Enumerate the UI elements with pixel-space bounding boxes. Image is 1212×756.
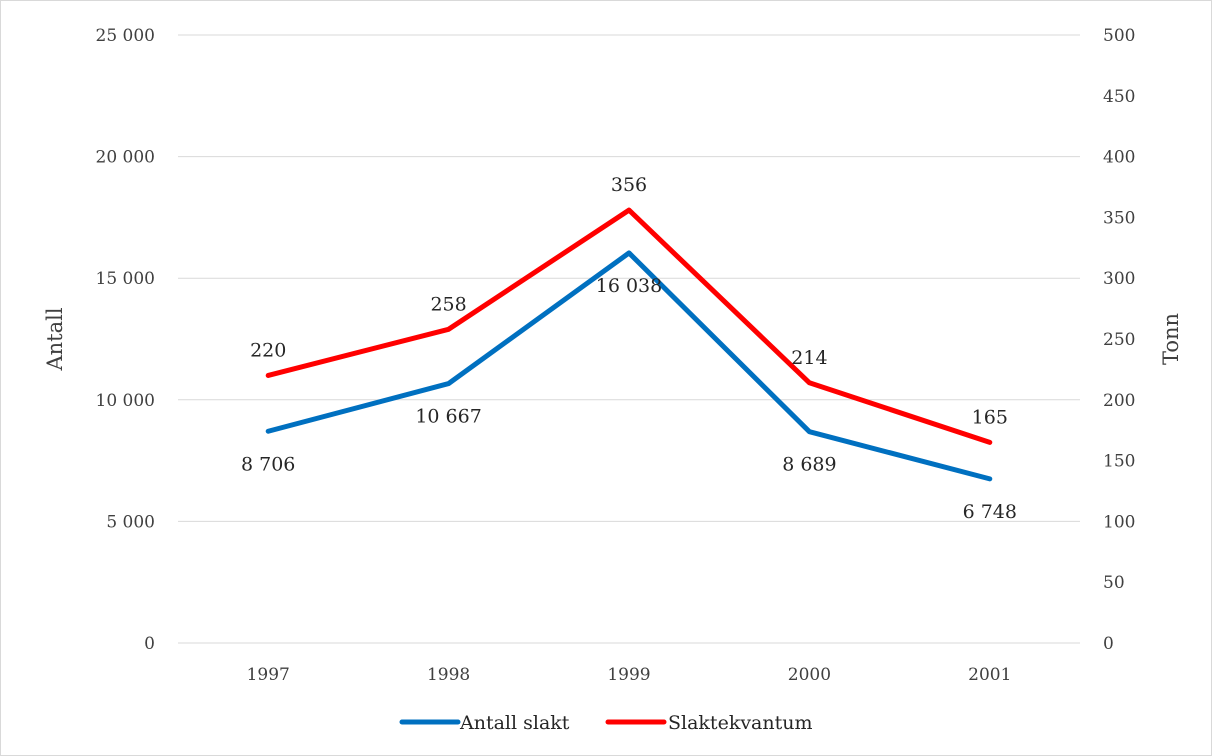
data-label: 214 [791, 347, 827, 369]
x-tick-label: 1997 [247, 665, 290, 685]
series-lines [265, 207, 993, 482]
x-tick-label: 2001 [968, 665, 1011, 685]
right-axis-ticks: 0 50 100 150 200 250 300 350 400 450 500 [1103, 26, 1135, 654]
data-label: 6 748 [963, 501, 1017, 523]
data-labels: 8 706 10 667 16 038 8 689 6 748 220 258 356 214 1… [241, 174, 1017, 523]
right-tick-label: 400 [1103, 148, 1135, 168]
left-tick-label: 0 [144, 634, 155, 654]
right-tick-label: 150 [1103, 452, 1135, 472]
right-tick-label: 50 [1103, 573, 1125, 593]
left-tick-label: 10 000 [96, 391, 155, 411]
legend-label-slaktekvantum: Slaktekvantum [668, 712, 813, 734]
right-tick-label: 350 [1103, 208, 1135, 228]
series-line-slaktekvantum [265, 207, 993, 445]
right-tick-label: 200 [1103, 391, 1135, 411]
left-axis-ticks: 0 5 000 10 000 15 000 20 000 25 000 [96, 26, 155, 654]
right-tick-label: 100 [1103, 512, 1135, 532]
data-label: 16 038 [596, 275, 662, 297]
x-tick-label: 1999 [607, 665, 650, 685]
data-label: 220 [250, 339, 286, 361]
right-tick-label: 500 [1103, 26, 1135, 46]
legend-label-antall-slakt: Antall slakt [459, 712, 570, 734]
x-axis-ticks: 1997 1998 1999 2000 2001 [247, 665, 1012, 685]
legend: Antall slakt Slaktekvantum [399, 712, 813, 734]
right-tick-label: 300 [1103, 269, 1135, 289]
right-tick-label: 250 [1103, 330, 1135, 350]
series-line-antall-slakt [265, 250, 993, 482]
right-tick-label: 0 [1103, 634, 1114, 654]
left-axis-title: Antall [43, 307, 67, 371]
x-tick-label: 2000 [788, 665, 831, 685]
data-label: 8 706 [241, 453, 295, 475]
right-axis-title: Tonn [1159, 313, 1183, 365]
left-tick-label: 15 000 [96, 269, 155, 289]
data-label: 258 [430, 293, 466, 315]
left-tick-label: 5 000 [106, 512, 155, 532]
data-label: 356 [611, 174, 647, 196]
left-tick-label: 25 000 [96, 26, 155, 46]
data-label: 165 [972, 406, 1008, 428]
data-label: 8 689 [782, 454, 836, 476]
data-label: 10 667 [415, 406, 481, 428]
right-tick-label: 450 [1103, 87, 1135, 107]
gridlines [178, 34, 1080, 644]
x-tick-label: 1998 [427, 665, 470, 685]
left-tick-label: 20 000 [96, 148, 155, 168]
